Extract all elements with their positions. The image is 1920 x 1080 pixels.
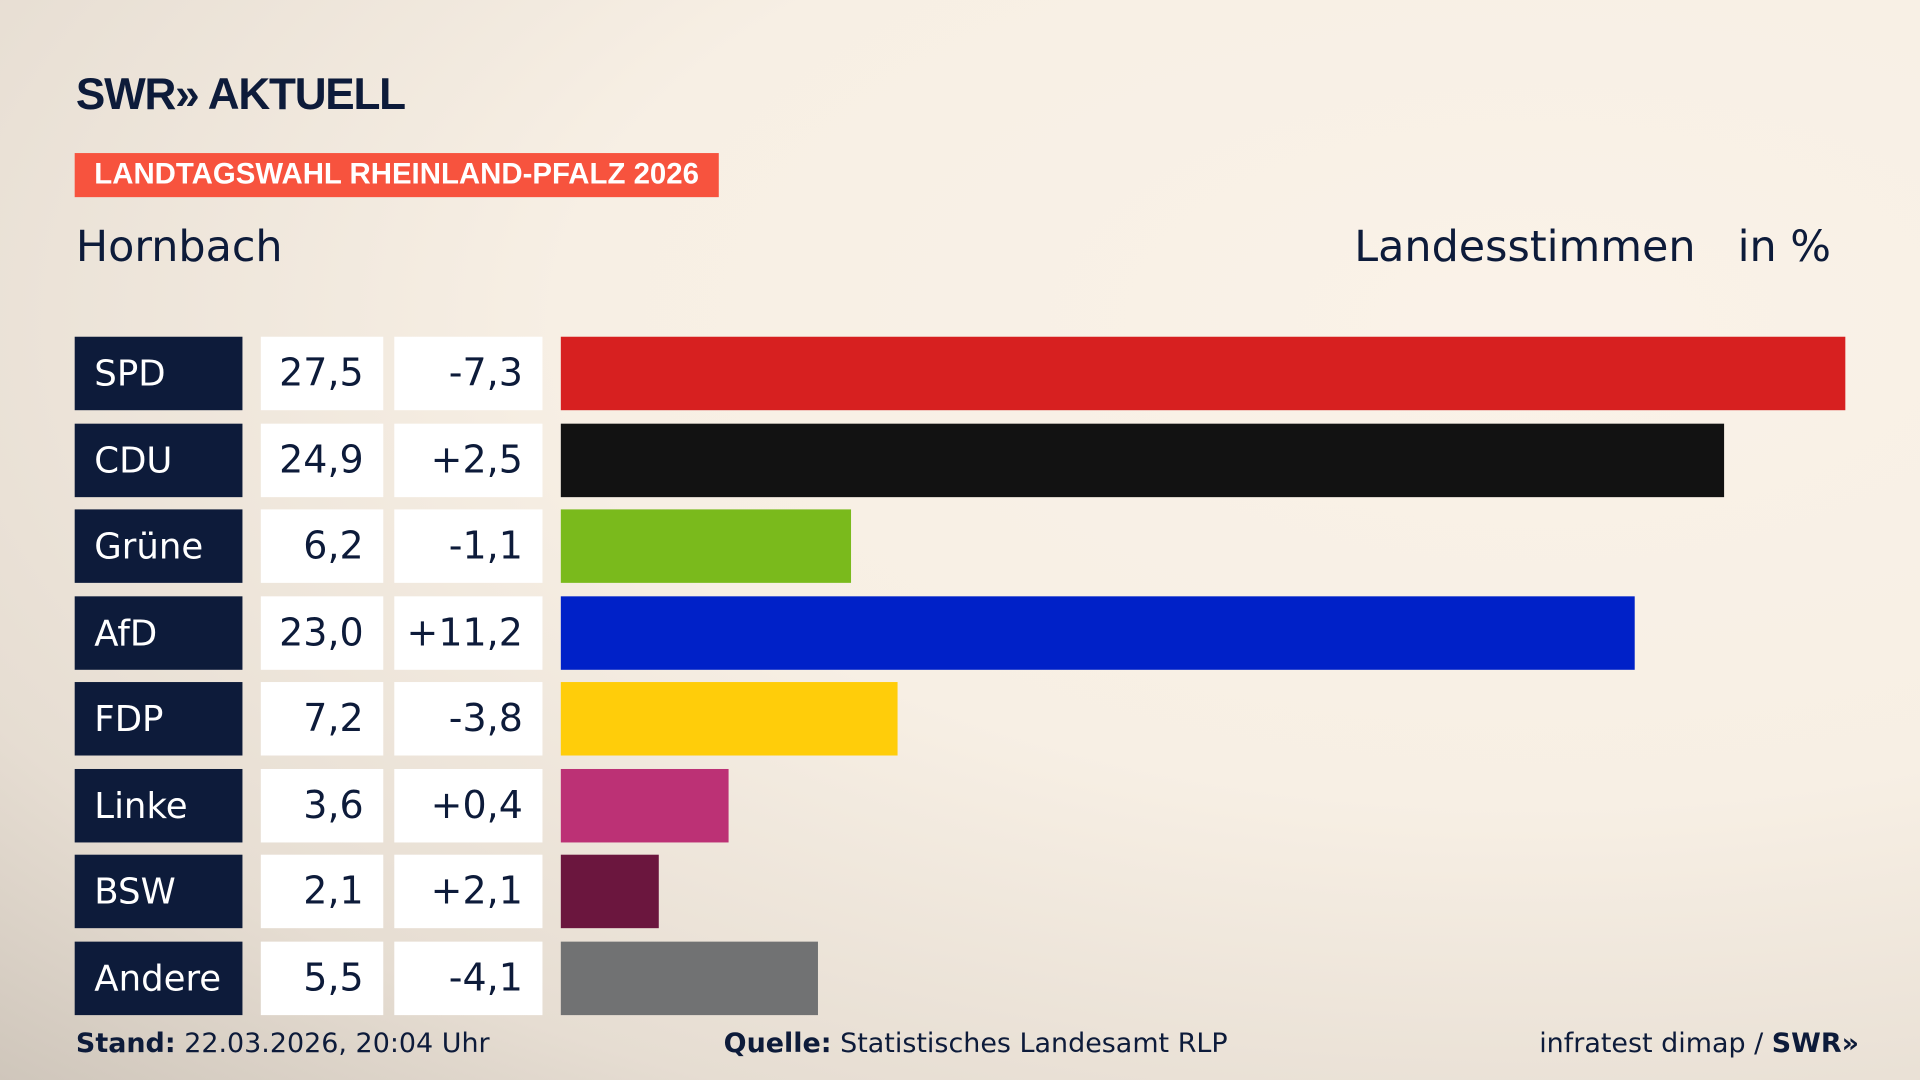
unit-label: in %: [1737, 222, 1831, 272]
value-label: 27,5: [260, 336, 384, 411]
credit: infratest dimap / SWR»: [1539, 1029, 1859, 1060]
value-label: 7,2: [260, 682, 384, 756]
bar-grüne: [560, 509, 851, 583]
bar-bsw: [560, 854, 659, 929]
place-title: Hornbach: [75, 222, 283, 272]
election-tag: LANDTAGSWAHL RHEINLAND-PFALZ 2026: [74, 153, 719, 198]
bar-andere: [560, 941, 818, 1015]
source-label: Quelle:: [723, 1028, 832, 1060]
diff-label: +0,4: [394, 768, 543, 842]
diff-label: -1,1: [394, 509, 543, 583]
bar-linke: [560, 768, 729, 842]
value-label: 24,9: [260, 423, 384, 497]
diff-label: -7,3: [394, 336, 543, 411]
swr-logo: SWR»: [1771, 1028, 1860, 1060]
stand-value: 22.03.2026, 20:04 Uhr: [184, 1028, 490, 1060]
value-label: 5,5: [260, 941, 384, 1015]
party-label: BSW: [74, 854, 243, 929]
source: Quelle: Statistisches Landesamt RLP: [724, 1029, 1228, 1060]
value-label: 6,2: [260, 509, 384, 583]
party-label: AfD: [74, 595, 243, 670]
bar-cdu: [560, 423, 1724, 497]
vote-type-label: Landesstimmen: [1354, 222, 1696, 272]
bar-spd: [560, 336, 1846, 411]
party-label: Grüne: [74, 509, 243, 583]
diff-label: +11,2: [394, 595, 543, 670]
bar-afd: [560, 595, 1636, 670]
bar-fdp: [560, 682, 898, 756]
party-label: SPD: [74, 336, 243, 411]
diff-label: -3,8: [394, 682, 543, 756]
diff-label: +2,1: [394, 854, 543, 929]
value-label: 2,1: [260, 854, 384, 929]
value-label: 3,6: [260, 768, 384, 842]
credit-text: infratest dimap /: [1539, 1028, 1772, 1060]
party-label: Andere: [74, 941, 243, 1015]
timestamp: Stand: 22.03.2026, 20:04 Uhr: [76, 1029, 490, 1060]
diff-label: +2,5: [394, 423, 543, 497]
stand-label: Stand:: [75, 1028, 176, 1060]
value-label: 23,0: [260, 595, 384, 670]
party-label: CDU: [74, 423, 243, 497]
party-label: FDP: [74, 682, 243, 756]
diff-label: -4,1: [394, 941, 543, 1015]
source-value: Statistisches Landesamt RLP: [840, 1028, 1228, 1060]
swr-aktuell-logo: SWR» AKTUELL: [75, 68, 406, 119]
party-label: Linke: [74, 768, 243, 842]
